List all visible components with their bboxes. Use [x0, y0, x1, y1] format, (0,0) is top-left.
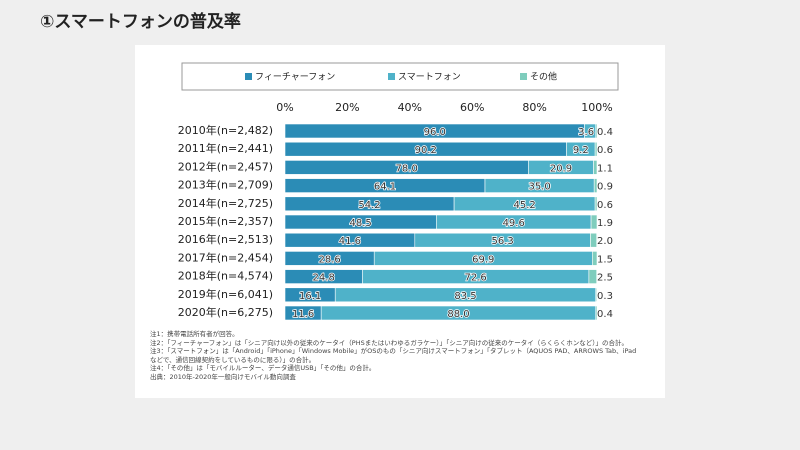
value-label: 2.0 — [597, 236, 613, 247]
y-tick-label: 2010年(n=2,482) — [178, 123, 273, 137]
bar — [590, 232, 597, 248]
legend-swatch — [520, 73, 527, 80]
value-label: 49.6 — [503, 218, 525, 229]
bar — [594, 196, 598, 212]
bar — [594, 141, 598, 157]
value-label: 90.2 — [415, 145, 437, 156]
note: 注4：「その他」は「モバイルルーター、データ通信USB」「その他」の合計。 — [150, 364, 376, 373]
y-tick-label: 2013年(n=2,709) — [178, 178, 273, 192]
bar — [588, 269, 597, 284]
value-label: 45.2 — [513, 200, 535, 211]
value-label: 3.6 — [578, 127, 594, 138]
legend-label: スマートフォン — [398, 73, 461, 83]
value-label: 0.9 — [597, 182, 613, 193]
value-label: 0.4 — [597, 127, 613, 138]
value-label: 41.6 — [339, 236, 361, 247]
y-tick-label: 2011年(n=2,441) — [178, 141, 273, 155]
legend-label: その他 — [530, 71, 557, 83]
value-label: 56.3 — [491, 236, 513, 247]
x-tick-label: 80% — [522, 101, 546, 114]
x-tick-label: 100% — [581, 101, 612, 114]
value-label: 54.2 — [358, 200, 380, 211]
value-label: 2.5 — [597, 273, 613, 284]
y-tick-label: 2019年(n=6,041) — [178, 287, 273, 301]
y-tick-label: 2017年(n=2,454) — [178, 250, 273, 264]
note: 注3：「スマートフォン」は「Android」「iPhone」「Windows M… — [150, 347, 637, 364]
value-label: 28.6 — [318, 254, 340, 265]
value-label: 24.8 — [313, 273, 335, 284]
note: 注2：「フィーチャーフォン」は「シニア向け以外の従来のケータイ（PHSまたはいわ… — [150, 338, 628, 347]
x-tick-label: 20% — [335, 101, 359, 114]
value-label: 1.9 — [597, 218, 613, 229]
y-tick-label: 2015年(n=2,357) — [178, 214, 273, 228]
value-label: 78.0 — [396, 163, 418, 174]
legend-label: フィーチャーフォン — [255, 72, 335, 83]
value-label: 11.6 — [292, 309, 314, 320]
value-label: 69.9 — [472, 254, 494, 265]
bar — [593, 178, 598, 193]
value-label: 48.5 — [350, 218, 372, 229]
value-label: 1.1 — [597, 163, 613, 174]
bar — [590, 214, 598, 230]
value-label: 0.6 — [597, 200, 613, 211]
value-label: 0.4 — [597, 309, 613, 320]
y-tick-label: 2020年(n=6,275) — [178, 305, 273, 319]
bar — [592, 251, 598, 266]
value-label: 9.2 — [573, 145, 589, 156]
value-label: 64.1 — [374, 182, 396, 193]
value-label: 72.6 — [464, 273, 486, 284]
y-tick-label: 2014年(n=2,725) — [178, 196, 273, 210]
value-label: 96.0 — [424, 127, 446, 138]
legend-swatch — [245, 73, 252, 80]
bar — [595, 305, 598, 321]
x-tick-label: 40% — [398, 101, 422, 114]
value-label: 35.0 — [528, 182, 550, 193]
x-tick-label: 60% — [460, 101, 484, 114]
note: 出典：2010年-2020年一般向けモバイル動向調査 — [150, 372, 296, 381]
y-tick-label: 2018年(n=4,574) — [178, 269, 273, 283]
bar — [593, 160, 598, 175]
page-title: ①スマートフォンの普及率 — [40, 11, 241, 32]
value-label: 88.0 — [447, 309, 469, 320]
bar — [595, 287, 597, 303]
value-label: 1.5 — [597, 254, 613, 265]
legend-box — [181, 62, 619, 91]
value-label: 0.6 — [597, 145, 613, 156]
value-label: 20.9 — [550, 163, 572, 174]
value-label: 83.5 — [454, 291, 476, 302]
value-label: 0.3 — [597, 291, 613, 302]
y-tick-label: 2016年(n=2,513) — [178, 232, 273, 246]
value-label: 16.1 — [299, 291, 321, 302]
note: 注1：携帯電話所有者が回答。 — [150, 330, 239, 338]
y-tick-label: 2012年(n=2,457) — [178, 159, 273, 173]
x-tick-label: 0% — [276, 101, 293, 114]
legend-swatch — [388, 73, 395, 80]
bar — [595, 123, 598, 139]
notes: 注1：携帯電話所有者が回答。 注2：「フィーチャーフォン」は「シニア向け以外の従来… — [150, 330, 640, 382]
